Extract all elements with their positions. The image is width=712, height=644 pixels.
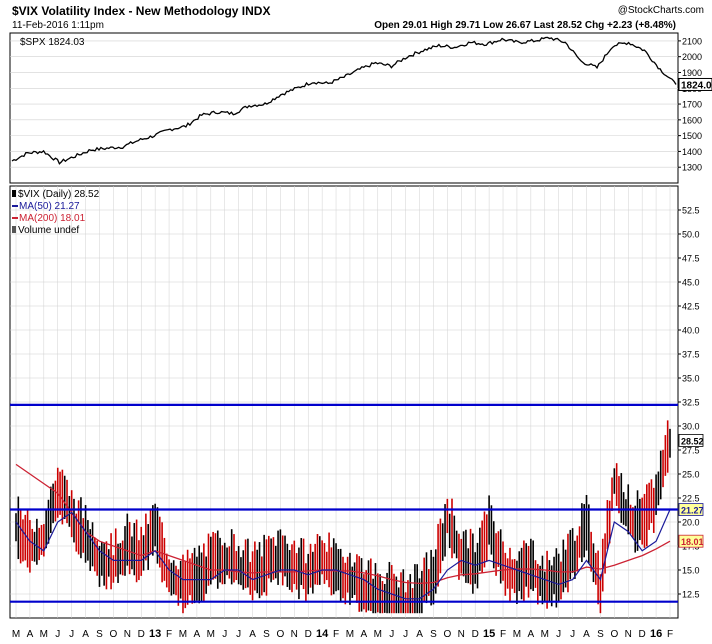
x-axis-label: J [69, 629, 74, 640]
spx-panel [9, 32, 679, 184]
x-axis-label: N [124, 629, 131, 640]
vix-last-label: 28.52 [681, 436, 704, 446]
x-axis-label: A [416, 629, 423, 640]
x-axis-label: M [346, 629, 354, 640]
quote-summary: Open 29.01 High 29.71 Low 26.67 Last 28.… [374, 20, 676, 31]
ma50-last-label-box [678, 503, 704, 516]
ma200-line [15, 463, 671, 585]
vix-tick-label: 35.0 [682, 374, 700, 384]
x-axis-label: J [556, 629, 561, 640]
x-axis-label: M [374, 629, 382, 640]
x-axis-label: M [513, 629, 521, 640]
x-axis-label: J [570, 629, 575, 640]
legend-vix: $VIX (Daily) 28.52 [18, 189, 100, 200]
ma200-last-label: 18.01 [681, 537, 704, 547]
spx-tick-label: 1600 [682, 115, 702, 125]
x-axis-label: F [333, 629, 339, 640]
x-axis-label: 16 [650, 628, 662, 640]
x-axis-label: O [443, 629, 451, 640]
vix-tick-label: 42.5 [682, 302, 700, 312]
legend-ma50: MA(50) 21.27 [19, 201, 80, 212]
x-axis-label: J [222, 629, 227, 640]
spx-tick-label: 1500 [682, 131, 702, 141]
vix-tick-label: 47.5 [682, 254, 700, 264]
spx-tick-label: 2100 [682, 36, 702, 46]
x-axis-label: A [249, 629, 256, 640]
x-axis-label: O [276, 629, 284, 640]
x-axis-label: N [625, 629, 632, 640]
x-axis-label: A [82, 629, 89, 640]
vix-tick-label: 52.5 [682, 206, 700, 216]
legend-volume: Volume undef [18, 225, 79, 236]
spx-tick-label: 1700 [682, 100, 702, 110]
x-axis-label: S [597, 629, 604, 640]
x-axis-label: D [138, 629, 145, 640]
vix-tick-label: 27.5 [682, 446, 700, 456]
chart-datetime: 11-Feb-2016 1:11pm [12, 20, 104, 31]
x-axis-label: A [194, 629, 201, 640]
x-axis-label: M [179, 629, 187, 640]
x-axis-label: J [389, 629, 394, 640]
x-axis-label: A [361, 629, 368, 640]
spx-last-tag: 1824.03 [678, 77, 712, 91]
vix-tick-label: 20.0 [682, 518, 700, 528]
x-axis-label: J [55, 629, 60, 640]
x-axis-label: S [96, 629, 103, 640]
vix-tick-label: 50.0 [682, 230, 700, 240]
x-axis-label: J [403, 629, 408, 640]
ma200-last-label-box [678, 534, 704, 548]
vix-tick-label: 12.5 [682, 590, 700, 600]
spx-legend: $SPX 1824.03 [20, 37, 85, 48]
x-axis-label: M [40, 629, 48, 640]
vix-legend: $VIX (Daily) 28.52 MA(50) 21.27 MA(200) … [12, 189, 100, 236]
x-axis-label: M [541, 629, 549, 640]
vix-tick-label: 22.5 [682, 494, 700, 504]
x-axis-label: O [110, 629, 118, 640]
x-axis-label: S [430, 629, 437, 640]
x-axis-label: 13 [149, 628, 161, 640]
x-axis-label: N [458, 629, 465, 640]
vix-tick-label: 37.5 [682, 350, 700, 360]
x-axis-label: D [639, 629, 646, 640]
spx-tick-label: 2000 [682, 52, 702, 62]
legend-ma200: MA(200) 18.01 [19, 213, 86, 224]
x-axis-label: M [12, 629, 20, 640]
spx-price-line [11, 36, 677, 165]
x-axis-label: 15 [483, 628, 495, 640]
vix-last-label-box [678, 433, 704, 447]
x-axis-label: O [610, 629, 618, 640]
x-axis-label: A [27, 629, 34, 640]
spx-tick-label: 1300 [682, 163, 702, 173]
vix-tick-label: 40.0 [682, 326, 700, 336]
x-axis-label: 14 [316, 628, 329, 640]
x-axis-label: M [207, 629, 215, 640]
x-axis-label: A [528, 629, 535, 640]
x-axis-label: S [263, 629, 270, 640]
watermark: @StockCharts.com [618, 5, 704, 16]
spx-tick-label: 1900 [682, 68, 702, 78]
x-axis-label: F [166, 629, 172, 640]
x-axis-label: J [236, 629, 241, 640]
x-axis-label: N [291, 629, 298, 640]
vix-tick-label: 32.5 [682, 398, 700, 408]
vix-tick-label: 45.0 [682, 278, 700, 288]
spx-last-label: 1824.03 [681, 80, 712, 91]
ma50-last-label: 21.27 [681, 506, 704, 516]
x-axis-label: A [583, 629, 590, 640]
x-axis-label: D [472, 629, 479, 640]
x-axis-label: F [667, 629, 673, 640]
x-axis-label: D [305, 629, 312, 640]
chart-title: $VIX Volatility Index - New Methodology … [12, 4, 270, 18]
vix-tick-label: 25.0 [682, 470, 700, 480]
vix-tick-label: 30.0 [682, 422, 700, 432]
vix-tick-label: 15.0 [682, 566, 700, 576]
spx-tick-label: 1400 [682, 147, 702, 157]
ma50-line [15, 509, 671, 600]
x-axis-label: F [500, 629, 506, 640]
